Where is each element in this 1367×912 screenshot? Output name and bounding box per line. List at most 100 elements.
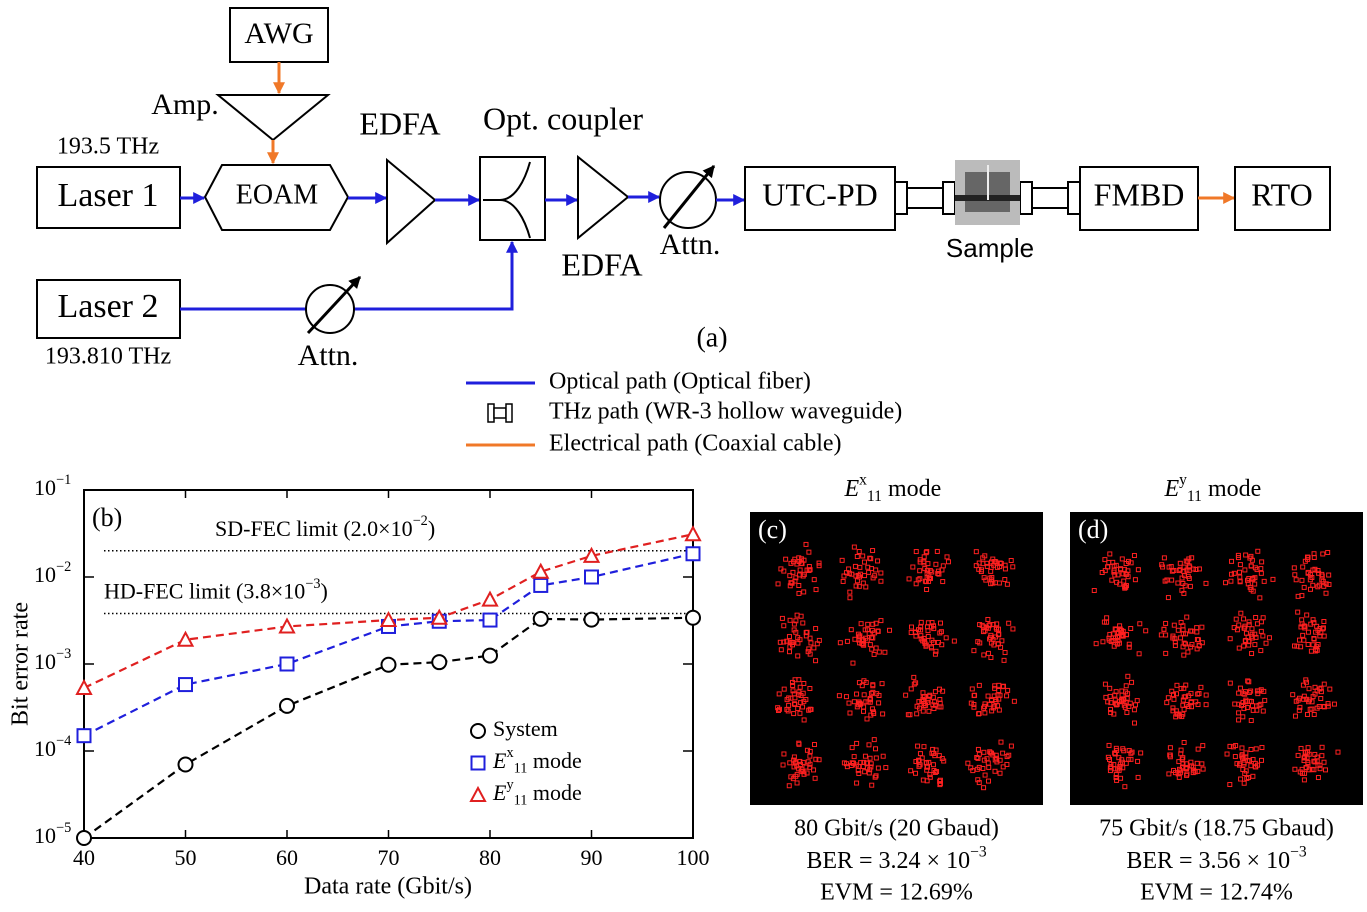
constellation-point xyxy=(796,740,802,746)
constellation-point xyxy=(799,561,805,567)
constellation-point xyxy=(908,630,914,636)
constellation-point xyxy=(1181,572,1187,578)
constellation-point xyxy=(791,711,797,717)
constellation-point xyxy=(1108,710,1114,716)
constellation-point xyxy=(990,556,996,562)
constellation-point xyxy=(1298,624,1304,630)
constellation-point xyxy=(1262,697,1268,703)
constellation-point xyxy=(937,700,943,706)
constellation-point xyxy=(913,759,919,765)
constellation-point xyxy=(1174,691,1180,697)
constellation-point xyxy=(875,628,881,634)
constellation-point xyxy=(812,775,818,781)
constellation-point xyxy=(945,559,951,565)
constellation-point xyxy=(1108,700,1114,706)
constellation-point xyxy=(1319,753,1325,759)
marker xyxy=(481,590,499,607)
legend-label: System xyxy=(493,716,558,741)
constellation-point xyxy=(927,575,933,581)
constellation-point xyxy=(1236,717,1242,723)
panel-title-part: mode xyxy=(882,476,941,502)
constellation-point xyxy=(870,635,876,641)
constellation-point xyxy=(803,541,809,547)
panel-title-part: 11 xyxy=(1187,488,1202,505)
constellation-point xyxy=(1183,631,1189,637)
constellation-point xyxy=(1138,750,1144,756)
constellation-point xyxy=(939,642,945,648)
constellation-point xyxy=(1008,743,1014,749)
constellation-point xyxy=(1123,683,1129,689)
constellation-point xyxy=(1113,702,1119,708)
constellation-point xyxy=(1224,751,1230,757)
constellation-point xyxy=(1183,761,1189,767)
constellation-point xyxy=(791,701,797,707)
constellation-point xyxy=(1266,635,1272,641)
constellation-point xyxy=(914,703,920,709)
constellation-point xyxy=(1234,627,1240,633)
constellation-point xyxy=(1252,581,1258,587)
constellation-point xyxy=(924,586,930,592)
constellation-point xyxy=(807,748,813,754)
constellation-point xyxy=(937,782,943,788)
reference-label-part: −3 xyxy=(305,576,320,592)
series-line xyxy=(83,616,694,839)
constellation-point xyxy=(1010,626,1016,632)
constellation-point xyxy=(1233,743,1239,749)
x-tick-label: 80 xyxy=(479,845,501,870)
caption: EVM = 12.69% xyxy=(820,880,973,906)
constellation-point xyxy=(1112,692,1118,698)
constellation-point xyxy=(1112,626,1118,632)
constellation-point xyxy=(993,634,999,640)
constellation-point xyxy=(862,753,868,759)
constellation-point xyxy=(811,767,817,773)
constellation-point xyxy=(857,574,863,580)
constellation-point xyxy=(935,570,941,576)
constellation-point xyxy=(1121,578,1127,584)
constellation-point xyxy=(869,782,875,788)
constellation-point xyxy=(1105,564,1111,570)
constellation-point xyxy=(878,570,884,576)
constellation-point xyxy=(915,577,921,583)
constellation-point xyxy=(1249,626,1255,632)
constellation-point xyxy=(1321,681,1327,687)
constellation-point xyxy=(784,638,790,644)
marker xyxy=(76,728,92,744)
constellation-point xyxy=(781,639,787,645)
constellation-point xyxy=(1229,558,1235,564)
constellation-point xyxy=(868,690,874,696)
constellation-point xyxy=(847,710,853,716)
constellation-point xyxy=(1321,583,1327,589)
attn2-label: Attn. xyxy=(298,339,359,372)
constellation-point xyxy=(1178,619,1184,625)
constellation-point xyxy=(1301,777,1307,783)
constellation-point xyxy=(1310,617,1316,623)
marker xyxy=(685,609,701,626)
constellation-point xyxy=(1180,711,1186,717)
constellation-point xyxy=(1137,621,1143,627)
marker xyxy=(75,678,93,695)
constellation-point xyxy=(864,637,870,643)
constellation-point xyxy=(1307,706,1313,712)
constellation-point xyxy=(982,710,988,716)
constellation-point xyxy=(1304,711,1310,717)
constellation-point xyxy=(1006,620,1012,626)
constellation-point xyxy=(854,704,860,710)
constellation-point xyxy=(998,739,1004,745)
constellation-point xyxy=(1114,747,1120,753)
constellation-point xyxy=(868,556,874,562)
legend-label: Optical path (Optical fiber) xyxy=(549,369,811,395)
constellation-point xyxy=(839,557,845,563)
constellation-point xyxy=(807,753,813,759)
caption: EVM = 12.74% xyxy=(1140,880,1293,906)
constellation-point xyxy=(860,553,866,559)
constellation-point xyxy=(976,682,982,688)
caption-part: BER = 3.56 × 10 xyxy=(1126,848,1290,874)
constellation-point xyxy=(1128,625,1134,631)
constellation-point xyxy=(1177,566,1183,572)
constellation-point xyxy=(836,693,842,699)
constellation-point xyxy=(1136,651,1142,657)
constellation-point xyxy=(1004,581,1010,587)
constellation-point xyxy=(854,780,860,786)
constellation-point xyxy=(1190,566,1196,572)
panel-title-part: 11 xyxy=(867,488,882,505)
